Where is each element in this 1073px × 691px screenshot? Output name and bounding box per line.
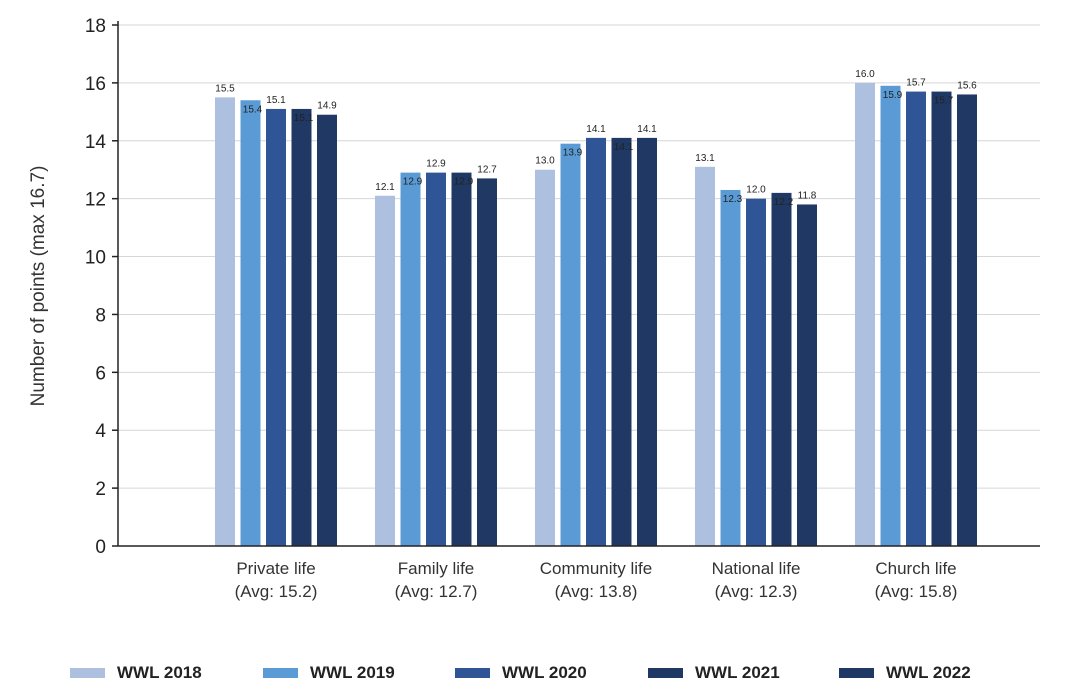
bar [611, 137, 632, 546]
legend-swatch [839, 668, 874, 678]
legend-swatch [455, 668, 490, 678]
bar [215, 97, 235, 546]
bar [426, 172, 446, 546]
y-tick-label: 12 [85, 190, 106, 211]
y-tick-label: 14 [85, 132, 107, 153]
data-label: 16.0 [855, 69, 875, 80]
data-label: 12.9 [403, 177, 423, 188]
legend-label: WWL 2019 [310, 663, 395, 682]
x-tick-label: (Avg: 15.2) [235, 582, 318, 601]
y-tick-label: 2 [95, 479, 106, 500]
data-label: 12.3 [723, 194, 743, 205]
data-label: 14.1 [637, 124, 657, 135]
y-tick-label: 8 [95, 305, 106, 326]
bar [931, 91, 952, 547]
legend-label: WWL 2022 [886, 663, 971, 682]
data-label: 15.6 [957, 80, 977, 91]
y-tick-label: 4 [95, 421, 106, 442]
bar [695, 166, 715, 547]
legend: WWL 2018 WWL 2019 WWL 2020 WWL 2021 WWL 2022 [70, 663, 971, 682]
legend-swatch [263, 668, 298, 678]
data-label: 13.9 [563, 148, 583, 159]
bar [586, 137, 606, 546]
data-label: 14.1 [586, 124, 606, 135]
data-label: 15.9 [883, 90, 903, 101]
x-tick-label: (Avg: 13.8) [555, 582, 638, 601]
bar [906, 91, 926, 547]
bar [477, 178, 497, 546]
x-tick-label: Private life [236, 559, 315, 578]
legend-label: WWL 2018 [117, 663, 202, 682]
y-tick-label: 0 [95, 537, 106, 558]
y-tick-label: 16 [85, 74, 106, 95]
data-label: 12.9 [426, 159, 446, 170]
data-label: 15.1 [294, 113, 314, 124]
data-label: 15.5 [215, 83, 235, 94]
x-tick-label: National life [712, 559, 801, 578]
bar [855, 82, 875, 546]
data-label: 12.0 [746, 185, 766, 196]
y-axis-label: Number of points (max 16.7) [28, 166, 49, 407]
bar [240, 100, 261, 546]
data-label: 14.9 [317, 101, 337, 112]
data-label: 14.1 [614, 142, 634, 153]
bar [560, 143, 581, 546]
y-tick-label: 10 [85, 248, 106, 269]
y-tick-label: 18 [85, 16, 106, 37]
bar [880, 85, 901, 547]
bar [797, 204, 817, 546]
y-tick-label: 6 [95, 363, 106, 384]
data-label: 15.7 [934, 96, 954, 107]
bar [746, 198, 766, 546]
data-label: 11.8 [798, 190, 817, 201]
axes: 0 2 4 6 8 10 12 14 16 18 Private life (Avg: 15.2) Fa… [85, 16, 1040, 601]
data-labels: 15.515.415.115.114.912.1 12.912.912.912.7… [215, 69, 977, 208]
x-tick-label: Family life [398, 559, 475, 578]
x-tick-label: (Avg: 12.3) [715, 582, 798, 601]
data-label: 12.9 [454, 177, 474, 188]
data-label: 15.4 [243, 104, 263, 115]
x-tick-label: (Avg: 12.7) [395, 582, 478, 601]
data-label: 13.0 [535, 156, 555, 167]
legend-label: WWL 2021 [695, 663, 780, 682]
x-tick-label: Church life [875, 559, 956, 578]
bar [637, 137, 657, 546]
bar [291, 108, 312, 546]
data-label: 15.7 [906, 78, 926, 89]
bar [317, 114, 337, 546]
data-label: 12.1 [375, 182, 395, 193]
bar [771, 192, 792, 546]
bar [720, 189, 741, 546]
data-label: 13.1 [695, 153, 715, 164]
legend-swatch [70, 668, 105, 678]
legend-swatch [648, 668, 683, 678]
bar [451, 172, 472, 546]
data-label: 12.7 [477, 164, 497, 175]
bar [375, 195, 395, 546]
legend-label: WWL 2020 [502, 663, 587, 682]
bars [215, 82, 977, 547]
bar [400, 172, 421, 546]
x-tick-label: (Avg: 15.8) [875, 582, 958, 601]
x-tick-label: Community life [540, 559, 652, 578]
bar [535, 169, 555, 546]
bar [957, 94, 977, 546]
data-label: 12.2 [774, 197, 794, 208]
bar [266, 108, 286, 546]
data-label: 15.1 [266, 95, 286, 106]
